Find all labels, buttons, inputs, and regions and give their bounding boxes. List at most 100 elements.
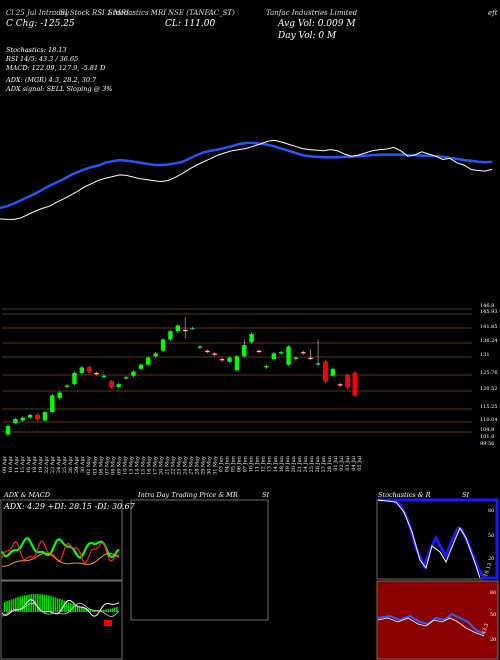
candle-body [212,353,218,356]
candle-body [5,426,11,435]
candle-body [42,412,48,421]
date-label: 21 Jun [297,455,303,472]
date-label: 06 Jun [237,455,243,472]
intraday-panel-title: Intra Day Trading Price & MR [138,491,238,499]
adx-text: ADX: (MGR) 4.3, 28.2, 30.7 [6,76,97,84]
close-value: CL: 111.00 [165,19,216,29]
date-label: 25 Jun [309,455,315,472]
date-label: 22 Apr [44,455,50,473]
date-label: 30 Apr [80,455,86,473]
macd-histogram-bar [59,598,61,612]
adx-panel-title: ADX & MACD [4,491,50,499]
date-label: 19 Jun [285,455,291,472]
macd-histogram-bar [56,598,59,612]
candle-body [204,350,210,353]
price-axis-label: 136.24 [480,338,498,344]
candle-body [175,325,181,332]
macd-histogram-bar [39,594,41,612]
rsi-tick-80: 80 [490,590,497,596]
header-ticker: NSE (TANFAC_ST) [168,9,235,17]
header-company: Tanfac Industries Limited [266,9,358,17]
date-label: 14 May [134,456,140,475]
price-axis-label: 104.8 [480,427,495,433]
macd-text: MACD: 122.09, 127.9, -5.81 D [6,64,106,72]
candle-body [168,331,173,340]
date-label: 09 May [116,456,122,475]
price-axis-label: 101.6 [480,434,495,440]
date-label: 12 Jun [261,455,267,472]
macd-histogram-bar [96,609,98,612]
macd-histogram-bar [41,594,43,612]
date-label: 17 May [152,456,158,475]
macd-histogram-bar [48,595,50,612]
date-label: 10 Apr [8,455,14,473]
macd-histogram-bar [94,609,96,612]
header-right-edge: eft [488,9,498,17]
macd-histogram-bar [85,608,87,612]
candle-body [219,358,225,361]
intraday-si-label: SI [262,491,270,499]
candle-body [271,353,276,360]
main-chart: 09 Apr 10 Apr 11 Apr 15 Apr 16 Apr 18 Apr 19 A… [0,139,493,475]
date-label: 15 May [140,456,146,475]
macd-histogram-bar [109,608,112,612]
candle-body [27,414,33,418]
macd-histogram-bar [6,601,8,612]
date-label: 04 Jul [351,456,357,471]
macd-histogram-bar [21,595,24,612]
macd-histogram-bar [81,607,83,612]
date-label: 14 Jun [273,455,279,472]
date-label: 10 Jun [249,455,255,472]
candle-body [300,351,306,354]
candle-body [13,419,18,424]
date-label: 09 Apr [2,455,8,473]
indicator-line [1,599,120,617]
candle-body [315,363,321,365]
macd-histogram-bar [111,608,114,612]
candle-body [190,328,195,330]
date-label: 26 Apr [68,455,74,473]
rsi-panel [376,580,499,660]
macd-histogram-bar [100,609,103,612]
rsi-line [377,612,485,635]
macd-neg-bar [104,620,112,626]
candle-body [138,364,144,369]
macd-histogram-bar [78,606,81,612]
date-label: 07 May [104,456,110,475]
date-label: 07 Jun [243,455,249,472]
candle-body [323,361,328,382]
close-change: C Chg: -125.25 [6,19,75,29]
price-axis-label: 146.8 [480,303,495,309]
date-label: 24 May [183,456,189,475]
date-label: 01 Jul [333,456,339,471]
macd-histogram-bar [74,604,76,612]
candle-body [264,366,269,368]
date-label: 23 Apr [50,455,56,473]
macd-histogram-bar [8,600,10,612]
date-label: 25 Apr [62,455,68,473]
date-label: 18 Apr [32,455,38,473]
intraday-panel [130,499,269,621]
date-label: 16 May [146,456,152,475]
candle-body [79,367,85,373]
ema-line [0,141,493,210]
date-label: 28 May [195,456,201,475]
price-grid [2,308,472,433]
date-label: 24 Jun [303,455,309,472]
macd-histogram-bar [45,595,48,612]
macd-histogram-bar [89,609,92,612]
candle-body [50,395,55,413]
stoch-tick-20: 20 [488,556,495,562]
macd-histogram-bar [12,598,15,612]
candle-body [293,357,299,360]
macd-histogram-bar [17,597,19,612]
date-label: 08 May [110,456,116,475]
macd-histogram-bar [116,606,118,612]
date-label: 19 Apr [38,455,44,473]
macd-histogram-bar [23,595,26,612]
price-axis-label: 115.25 [480,404,498,410]
date-label: 24 Apr [56,455,62,473]
price-axis-label: 145.93 [480,309,498,315]
macd-histogram-bar [107,609,109,612]
candle-body [337,383,343,386]
